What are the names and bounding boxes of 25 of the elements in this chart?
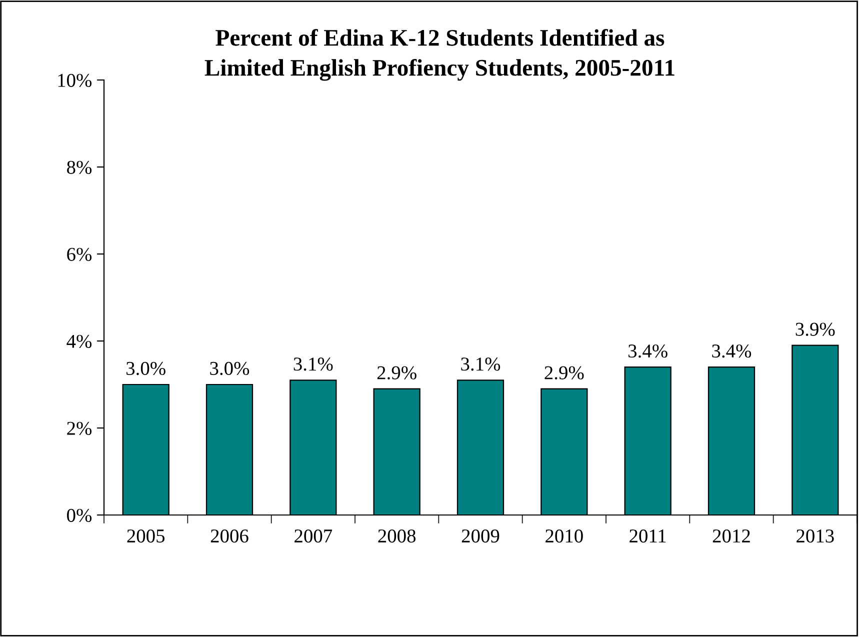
- y-tick-label: 4%: [66, 334, 92, 348]
- x-tick-label: 2007: [294, 529, 332, 543]
- data-label: 3.1%: [461, 358, 500, 371]
- y-tick-label: 10%: [58, 74, 92, 87]
- data-label: 3.1%: [294, 358, 333, 371]
- y-tick-label: 8%: [67, 160, 92, 174]
- y-tick-label: 2%: [67, 422, 92, 435]
- data-label: 3.0%: [210, 362, 250, 376]
- x-tick-label: 2013: [796, 529, 834, 543]
- x-tick-label: 2006: [210, 529, 248, 543]
- x-tick-label: 2008: [378, 529, 416, 543]
- data-label: 3.0%: [126, 362, 166, 376]
- data-label: 2.9%: [544, 366, 584, 380]
- data-label: 3.9%: [796, 322, 835, 336]
- chart-title: Percent of Edina K-12 Students Identified as Limited English Profiency Students, 2005-2011: [204, 28, 674, 81]
- y-tick-label: 0%: [67, 508, 92, 522]
- x-tick-label: 2010: [546, 529, 583, 543]
- data-label: 2.9%: [377, 366, 416, 380]
- y-tick-label: 6%: [67, 248, 92, 261]
- x-tick-label: 2009: [462, 529, 500, 543]
- x-tick-label: 2011: [630, 529, 666, 543]
- data-label: 3.4%: [712, 344, 752, 358]
- data-label: 3.4%: [628, 344, 668, 358]
- x-tick-label: 2012: [712, 529, 750, 543]
- x-tick-label: 2005: [127, 529, 165, 543]
